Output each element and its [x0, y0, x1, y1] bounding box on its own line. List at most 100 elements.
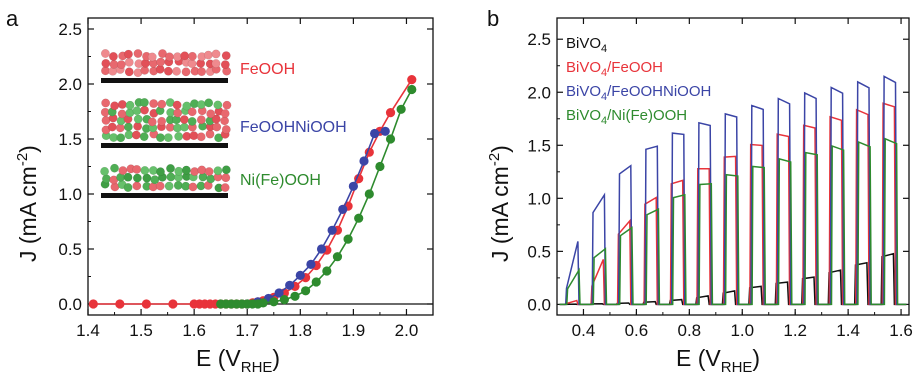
inset-label-nifeooh: Ni(Fe)OOH: [240, 172, 321, 189]
atom-sphere: [147, 117, 157, 127]
data-point: [359, 156, 369, 166]
atom-sphere: [156, 167, 165, 177]
atom-sphere: [123, 183, 133, 192]
x-tick-label: 0.4: [572, 321, 596, 340]
x-tick-label: 2.0: [395, 321, 419, 340]
atom-sphere: [196, 115, 206, 125]
data-point: [385, 108, 396, 118]
series-line: [559, 102, 907, 306]
substrate-bar: [101, 193, 228, 198]
atom-sphere: [149, 99, 159, 109]
atom-sphere: [212, 122, 222, 132]
y-tick-label: 2.5: [58, 20, 82, 39]
atom-sphere: [166, 172, 176, 182]
panel-b-legend: BiVO4 BiVO4/FeOOH BiVO4/FeOOHNiOOH BiVO4/Ni…: [566, 35, 711, 127]
atom-sphere: [117, 100, 127, 109]
data-point: [327, 225, 337, 235]
data-point: [168, 299, 178, 309]
x-tick-label: 0.8: [678, 321, 702, 340]
atom-sphere: [213, 166, 223, 176]
atom-sphere: [140, 105, 149, 115]
atom-sphere: [196, 132, 206, 142]
legend-entry: BiVO4/FeOOH: [566, 59, 663, 79]
series-line: [93, 79, 413, 305]
atom-sphere: [139, 132, 149, 142]
x-tick-label: 1.8: [288, 321, 312, 340]
x-tick-label: 1.4: [76, 321, 100, 340]
data-point: [348, 181, 358, 191]
atom-sphere: [166, 164, 175, 173]
legend-entry: BiVO4/Ni(Fe)OOH: [566, 107, 687, 127]
y-tick-label: 1.5: [527, 136, 551, 155]
atom-sphere: [211, 114, 221, 124]
atom-sphere: [108, 52, 118, 61]
atom-sphere: [172, 100, 182, 110]
atom-sphere: [213, 100, 223, 110]
atom-sphere: [131, 130, 141, 140]
x-tick-label: 1.0: [730, 321, 754, 340]
data-point: [407, 84, 417, 95]
atom-sphere: [155, 133, 165, 143]
data-point: [316, 244, 327, 254]
data-point: [279, 295, 289, 305]
x-tick-label: 1.6: [889, 321, 913, 340]
feoohniooh-layer-illustration: [100, 98, 232, 148]
atom-sphere: [221, 125, 231, 134]
panel-b: b 0.4 0.6 0.8 1.0 1.2 1.4 1.6 0.0 0.5 1.0 1.5 2.0 2.…: [486, 6, 913, 376]
data-point: [88, 299, 98, 309]
x-tick-label: 1.6: [182, 321, 206, 340]
y-tick-label: 2.0: [527, 83, 551, 102]
atom-sphere: [124, 130, 134, 140]
atom-sphere: [197, 67, 207, 77]
data-point: [370, 128, 380, 139]
x-tick-label: 1.5: [129, 321, 153, 340]
data-point: [375, 161, 385, 172]
atom-sphere: [163, 66, 173, 76]
atom-sphere: [221, 165, 231, 175]
data-point: [258, 298, 268, 308]
atom-sphere: [147, 52, 157, 62]
atom-sphere: [165, 52, 174, 62]
x-tick-label: 1.7: [235, 321, 259, 340]
y-tick-label: 1.0: [527, 189, 551, 208]
nifeooh-layer-illustration: [100, 163, 231, 198]
y-tick-label: 0.0: [58, 295, 82, 314]
series-line: [559, 137, 907, 306]
atom-sphere: [180, 51, 190, 61]
atom-sphere: [181, 67, 191, 77]
data-point: [396, 104, 406, 114]
layer-structure-illustration: FeOOH FeOOHNiOOH Ni(Fe)OOH: [100, 49, 347, 198]
series-ni-fe-ooh: [216, 84, 417, 309]
inset-label-feoohniooh: FeOOHNiOOH: [240, 119, 347, 136]
inset-label-feooh: FeOOH: [240, 61, 295, 78]
data-point: [338, 204, 348, 214]
atom-sphere: [100, 166, 110, 176]
data-point: [380, 126, 390, 136]
x-tick-label: 1.2: [783, 321, 807, 340]
atom-sphere: [211, 59, 221, 69]
atom-sphere: [132, 181, 142, 191]
atom-sphere: [203, 50, 213, 60]
atom-sphere: [214, 133, 224, 143]
data-point: [274, 288, 284, 298]
y-tick-label: 0.5: [527, 242, 551, 261]
panel-b-series: [559, 75, 907, 306]
panel-b-x-axis-label: E (VRHE): [676, 345, 760, 376]
data-point: [141, 299, 151, 309]
panel-a-y-axis-label: J (mA cm-2): [14, 145, 41, 262]
atom-sphere: [150, 175, 160, 185]
x-tick-label: 1.9: [342, 321, 366, 340]
atom-sphere: [220, 183, 230, 193]
feooh-layer-illustration: [100, 49, 232, 83]
atom-sphere: [158, 49, 167, 59]
atom-sphere: [187, 116, 197, 126]
y-tick-label: 2.5: [527, 30, 551, 49]
atom-sphere: [142, 173, 152, 183]
data-point: [385, 134, 396, 144]
atom-sphere: [110, 163, 119, 173]
atom-sphere: [174, 166, 184, 176]
atom-sphere: [156, 57, 166, 67]
atom-sphere: [157, 99, 167, 109]
data-point: [290, 291, 300, 301]
atom-sphere: [101, 98, 111, 108]
